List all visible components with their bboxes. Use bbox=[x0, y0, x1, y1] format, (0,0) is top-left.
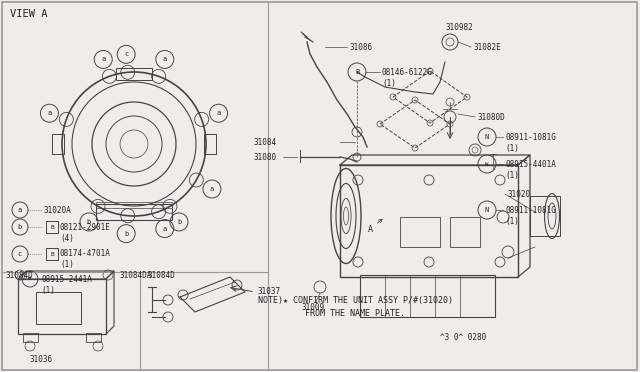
Text: 08911-1081G: 08911-1081G bbox=[505, 205, 556, 215]
Bar bbox=[46, 248, 58, 260]
Bar bbox=[96, 202, 172, 208]
Text: c: c bbox=[124, 51, 128, 57]
Text: N: N bbox=[485, 134, 489, 140]
Text: (1): (1) bbox=[41, 285, 55, 295]
Bar bbox=[96, 204, 172, 220]
Text: b: b bbox=[124, 231, 128, 237]
Text: 08146-6122G: 08146-6122G bbox=[382, 67, 433, 77]
Text: (1): (1) bbox=[382, 78, 396, 87]
Text: B: B bbox=[50, 251, 54, 257]
Text: a: a bbox=[101, 57, 106, 62]
Text: b: b bbox=[177, 219, 181, 225]
Text: W: W bbox=[28, 276, 31, 282]
Bar bbox=[52, 134, 64, 154]
Text: 08121-2901E: 08121-2901E bbox=[60, 222, 111, 231]
Text: 31086: 31086 bbox=[349, 42, 372, 51]
Text: A: A bbox=[367, 219, 382, 234]
Text: a: a bbox=[163, 225, 167, 232]
Bar bbox=[204, 134, 216, 154]
Bar bbox=[360, 275, 495, 317]
Text: 31084DA: 31084DA bbox=[120, 270, 152, 279]
Text: 08915-2441A: 08915-2441A bbox=[41, 275, 92, 283]
Text: 310982: 310982 bbox=[445, 22, 473, 32]
Text: a: a bbox=[47, 110, 52, 116]
Text: (4): (4) bbox=[60, 234, 74, 243]
Text: ^3 0^ 0280: ^3 0^ 0280 bbox=[440, 333, 486, 341]
Text: NOTE)★ CONFIRM THE UNIT ASSY P/#(31020): NOTE)★ CONFIRM THE UNIT ASSY P/#(31020) bbox=[257, 295, 452, 305]
Text: 31020A: 31020A bbox=[44, 205, 72, 215]
Text: (1): (1) bbox=[60, 260, 74, 269]
Text: a: a bbox=[163, 57, 167, 62]
Text: b: b bbox=[87, 219, 91, 225]
Bar bbox=[18, 279, 106, 334]
Text: 08915-4401A: 08915-4401A bbox=[505, 160, 556, 169]
Text: 31009: 31009 bbox=[302, 302, 325, 311]
Text: 08911-1081G: 08911-1081G bbox=[505, 132, 556, 141]
Text: a: a bbox=[216, 110, 221, 116]
Text: (1): (1) bbox=[505, 217, 519, 225]
Text: B: B bbox=[355, 69, 359, 75]
Text: a: a bbox=[210, 186, 214, 192]
Text: 08174-4701A: 08174-4701A bbox=[60, 250, 111, 259]
Bar bbox=[450, 217, 480, 247]
Text: (1): (1) bbox=[505, 144, 519, 153]
Bar bbox=[86, 333, 101, 342]
Text: c: c bbox=[18, 251, 22, 257]
Bar bbox=[530, 196, 560, 236]
Bar bbox=[46, 221, 58, 233]
Bar bbox=[400, 217, 440, 247]
Text: 31080D: 31080D bbox=[477, 112, 505, 122]
Text: (1): (1) bbox=[505, 170, 519, 180]
Text: 31082E: 31082E bbox=[473, 42, 500, 51]
Bar bbox=[116, 68, 152, 80]
Text: VIEW A: VIEW A bbox=[10, 9, 47, 19]
Text: 31080: 31080 bbox=[254, 153, 277, 161]
Text: B: B bbox=[50, 224, 54, 230]
Text: N: N bbox=[485, 207, 489, 213]
Text: a: a bbox=[18, 207, 22, 213]
Text: 31036: 31036 bbox=[30, 356, 53, 365]
Text: 31020: 31020 bbox=[507, 189, 530, 199]
Text: 31084D: 31084D bbox=[148, 270, 176, 279]
Text: FROM THE NAME PLATE.: FROM THE NAME PLATE. bbox=[305, 310, 405, 318]
Bar bbox=[23, 333, 38, 342]
Text: 31037: 31037 bbox=[257, 288, 280, 296]
Bar bbox=[340, 165, 518, 277]
Text: b: b bbox=[18, 224, 22, 230]
Text: W: W bbox=[485, 161, 488, 167]
Text: 31084: 31084 bbox=[254, 138, 277, 147]
Bar bbox=[36, 292, 81, 324]
Text: 31084D: 31084D bbox=[6, 270, 34, 279]
